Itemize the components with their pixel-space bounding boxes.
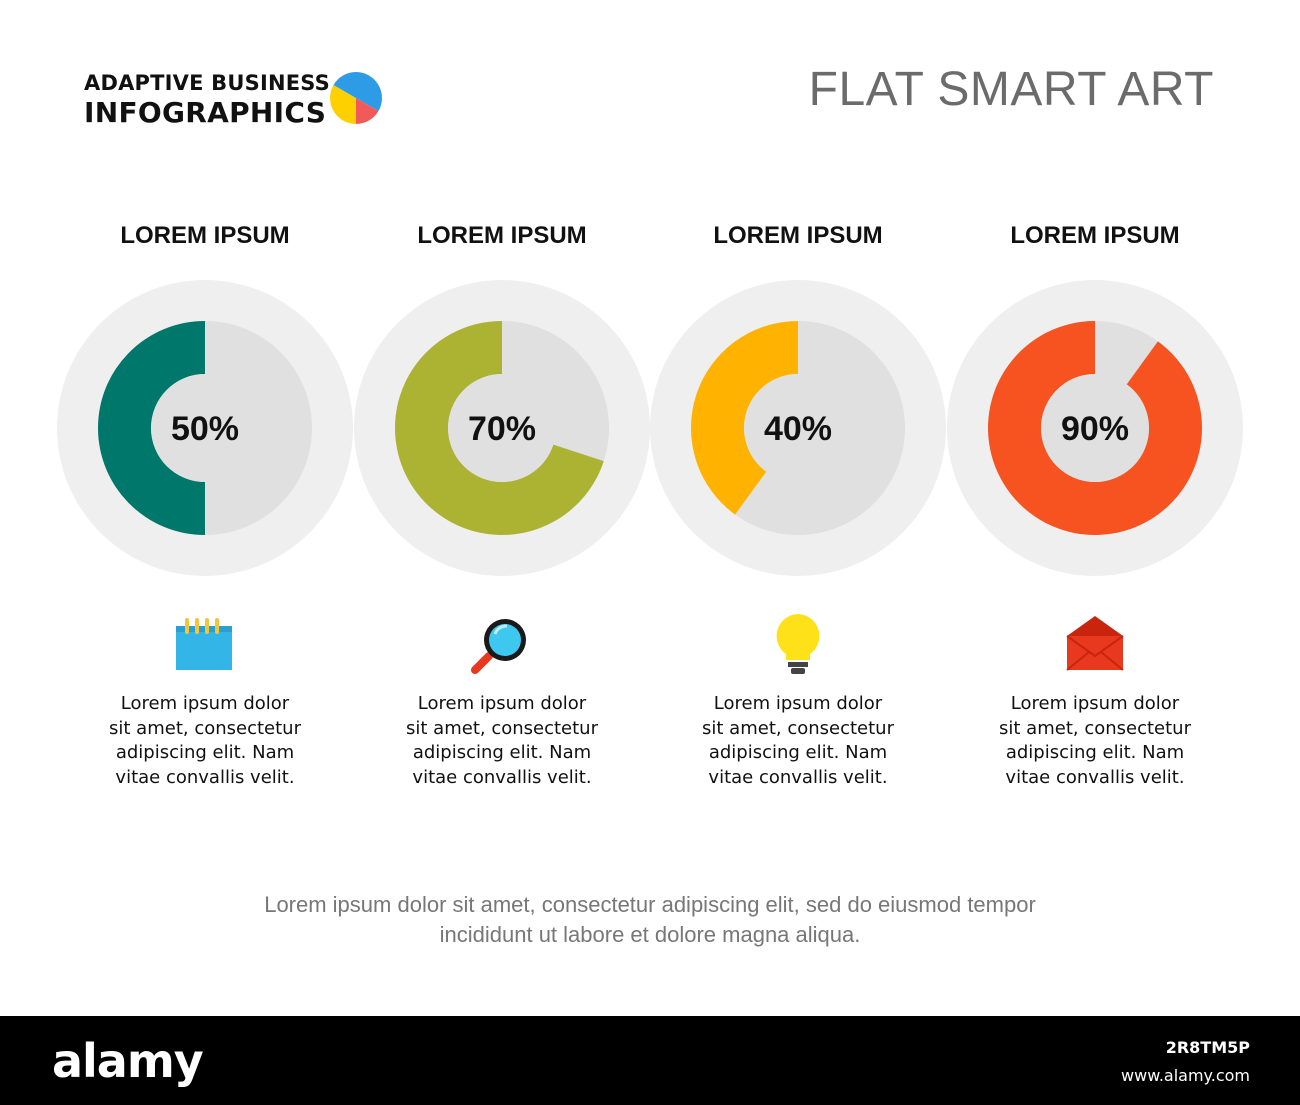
footer-line2: incididunt ut labore et dolore magna ali…: [439, 922, 861, 947]
description-line: Lorem ipsum dolor: [1010, 693, 1180, 714]
watermark-site: www.alamy.com: [1121, 1066, 1250, 1085]
series-title-2: LOREM IPSUM: [417, 222, 587, 249]
description-line: vitae convallis velit.: [1005, 766, 1185, 788]
description-line: adipiscing elit. Nam: [1005, 742, 1185, 763]
description-line: adipiscing elit. Nam: [412, 742, 592, 763]
footer-text: Lorem ipsum dolor sit amet, consectetur …: [150, 890, 1150, 950]
donut-value-label-4: 90%: [1061, 410, 1129, 448]
donut-value-arc-1: [98, 321, 205, 535]
footer-line1: Lorem ipsum dolor sit amet, consectetur …: [264, 892, 1036, 917]
donut-value-label-1: 50%: [171, 410, 239, 448]
brand-line1: ADAPTIVE BUSINESS: [84, 71, 330, 95]
series-description-4: Lorem ipsum dolor sit amet, consectetur …: [965, 692, 1225, 790]
series-title-3: LOREM IPSUM: [713, 222, 883, 249]
watermark-banner: alamy 2R8TM5P www.alamy.com: [0, 1016, 1300, 1105]
description-line: vitae convallis velit.: [708, 766, 888, 788]
watermark-logo: alamy: [52, 1034, 204, 1088]
donut-charts: 50% 70% 40% 90%: [57, 280, 1243, 576]
description-line: sit amet, consectetur: [999, 717, 1191, 739]
series-title-4: LOREM IPSUM: [1010, 222, 1180, 249]
description-line: vitae convallis velit.: [115, 766, 295, 788]
page-title: FLAT SMART ART: [808, 63, 1214, 116]
description-line: Lorem ipsum dolor: [417, 693, 587, 714]
donut-value-label-3: 40%: [764, 410, 832, 448]
donut-value-arc-3: [691, 321, 798, 515]
pie-logo-icon: [330, 72, 382, 124]
watermark-image-id: 2R8TM5P: [1165, 1038, 1250, 1057]
series-description-3: Lorem ipsum dolor sit amet, consectetur …: [668, 692, 928, 790]
series-description-1: Lorem ipsum dolor sit amet, consectetur …: [75, 692, 335, 790]
brand-line2: INFOGRAPHICS: [84, 96, 327, 129]
description-line: adipiscing elit. Nam: [708, 742, 888, 763]
description-line: Lorem ipsum dolor: [713, 693, 883, 714]
description-line: adipiscing elit. Nam: [115, 742, 295, 763]
donut-hole: [744, 374, 852, 482]
description-line: sit amet, consectetur: [702, 717, 894, 739]
description-line: Lorem ipsum dolor: [120, 693, 290, 714]
description-line: sit amet, consectetur: [109, 717, 301, 739]
description-line: vitae convallis velit.: [412, 766, 592, 788]
lightbulb-icon: [776, 614, 820, 674]
donut-value-label-2: 70%: [468, 410, 536, 448]
series-title-1: LOREM IPSUM: [120, 222, 290, 249]
notepad-icon: [176, 618, 232, 670]
envelope-icon: [1066, 616, 1124, 671]
donut-hole: [151, 374, 259, 482]
donut-value-arc-4: [988, 321, 1203, 535]
donut-hole: [448, 374, 556, 482]
brand: ADAPTIVE BUSINESS INFOGRAPHICS: [84, 70, 330, 130]
donut-value-arc-2: [395, 321, 604, 535]
donut-hole: [1041, 374, 1149, 482]
description-line: sit amet, consectetur: [406, 717, 598, 739]
series-description-2: Lorem ipsum dolor sit amet, consectetur …: [372, 692, 632, 790]
magnifier-icon: [471, 619, 526, 674]
